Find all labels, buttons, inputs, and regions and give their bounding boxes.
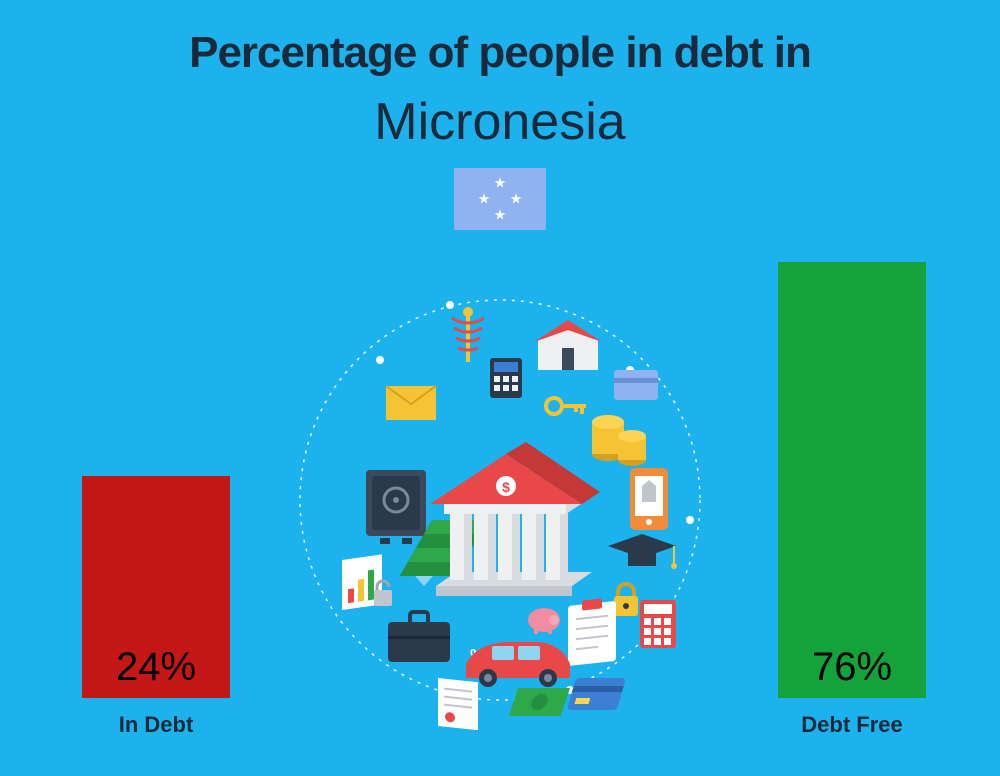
star-icon: ★: [478, 191, 491, 208]
star-icon: ★: [494, 207, 507, 224]
finance-graphic: $ $ % %: [270, 270, 730, 730]
flag-stars: ★ ★ ★ ★: [478, 177, 522, 221]
bar-fill: [778, 262, 926, 698]
flag-micronesia: ★ ★ ★ ★: [454, 168, 546, 230]
bar-in-debt: 24% In Debt: [82, 476, 230, 698]
title-line2: Micronesia: [0, 92, 1000, 152]
bar-value: 24%: [82, 645, 230, 690]
star-icon: ★: [494, 175, 507, 192]
bar-label: In Debt: [119, 712, 194, 738]
star-icon: ★: [510, 191, 523, 208]
bar-value: 76%: [778, 645, 926, 690]
bar-debt-free: 76% Debt Free: [778, 262, 926, 698]
svg-text:$: $: [502, 479, 510, 495]
bar-label: Debt Free: [801, 712, 902, 738]
title-line1: Percentage of people in debt in: [0, 28, 1000, 78]
